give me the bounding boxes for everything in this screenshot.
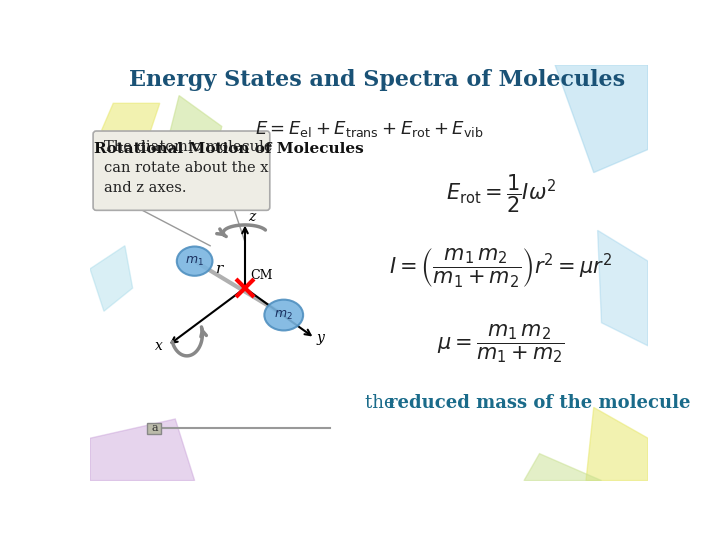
Polygon shape <box>586 408 648 481</box>
Polygon shape <box>524 454 601 481</box>
Text: Rotational Motion of Molecules: Rotational Motion of Molecules <box>94 142 364 156</box>
Polygon shape <box>90 419 194 481</box>
Text: $E_{\mathrm{rot}} = \dfrac{1}{2}I\omega^2$: $E_{\mathrm{rot}} = \dfrac{1}{2}I\omega^… <box>446 173 556 215</box>
Text: a: a <box>151 423 158 433</box>
Text: x: x <box>155 339 163 353</box>
Text: reduced mass of the molecule: reduced mass of the molecule <box>388 394 691 413</box>
Polygon shape <box>555 65 648 173</box>
Text: Energy States and Spectra of Molecules: Energy States and Spectra of Molecules <box>129 69 625 91</box>
Polygon shape <box>90 246 132 311</box>
Text: z: z <box>248 210 256 224</box>
Ellipse shape <box>177 247 212 276</box>
Text: y: y <box>316 331 324 345</box>
Polygon shape <box>102 103 160 150</box>
Text: The diatomic molecule
can rotate about the x
and z axes.: The diatomic molecule can rotate about t… <box>104 140 272 195</box>
Text: $\mu = \dfrac{m_1\, m_2}{m_1 + m_2}$: $\mu = \dfrac{m_1\, m_2}{m_1 + m_2}$ <box>437 323 564 366</box>
Text: $m_2$: $m_2$ <box>274 308 293 322</box>
Polygon shape <box>598 231 648 346</box>
Text: $E = E_{\mathrm{el}} + E_{\mathrm{trans}} + E_{\mathrm{rot}} + E_{\mathrm{vib}}$: $E = E_{\mathrm{el}} + E_{\mathrm{trans}… <box>255 119 483 139</box>
Ellipse shape <box>264 300 303 330</box>
Text: r: r <box>215 262 222 276</box>
FancyBboxPatch shape <box>148 423 161 434</box>
Text: the: the <box>365 394 400 413</box>
FancyBboxPatch shape <box>93 131 270 211</box>
Text: $I = \left(\dfrac{m_1\, m_2}{m_1 + m_2}\right)r^2 = \mu r^2$: $I = \left(\dfrac{m_1\, m_2}{m_1 + m_2}\… <box>390 246 612 289</box>
Text: $m_1$: $m_1$ <box>185 254 204 268</box>
Text: CM: CM <box>251 269 273 282</box>
Polygon shape <box>163 96 222 180</box>
